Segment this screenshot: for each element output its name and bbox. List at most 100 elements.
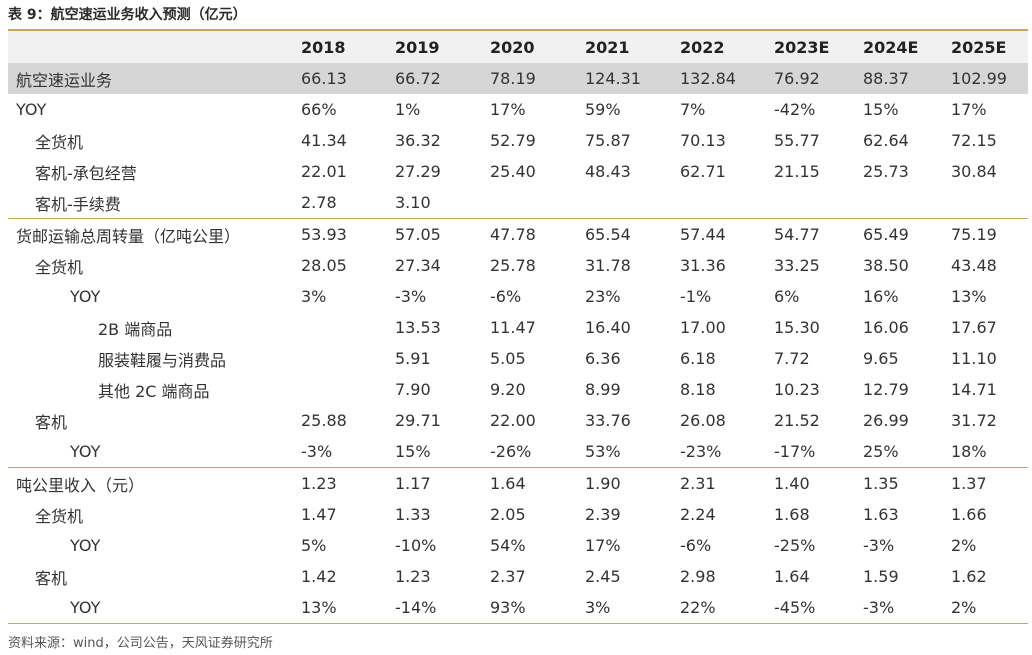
cell-value: 29.71 [395,411,441,430]
cell-value: 15.30 [774,318,820,337]
cell-value: 5.05 [490,349,526,368]
cell-value: 1.23 [395,567,431,586]
cell-value: 1.17 [378,467,473,499]
cell-value: 18% [951,442,987,461]
cell-value: 28.05 [301,256,347,275]
header-year: 2020 [473,30,568,63]
cell-value: -3% [863,536,895,555]
cell-value: 15% [395,442,431,461]
row-label: YOY [70,442,101,461]
table-row: YOY -3% 15% -26% 53% -23% -17% 25% 18% [8,436,1028,468]
header-year: 2021 [568,30,663,63]
cell-value: -17% [774,442,816,461]
cell-value [757,187,846,219]
cell-value: 11.10 [951,349,997,368]
cell-value: 2.98 [680,567,716,586]
row-label: 货邮运输总周转量（亿吨公里） [8,218,284,250]
cell-value: 2.24 [680,505,716,524]
table-row: YOY 5% -10% 54% 17% -6% -25% -3% 2% [8,530,1028,561]
cell-value: 93% [473,592,568,624]
cell-value: -3% [395,287,427,306]
cell-value: 25% [863,442,899,461]
cell-value: 16.40 [585,318,631,337]
row-label: 客机 [35,412,68,432]
cell-value: 47.78 [473,218,568,250]
cell-value: 15% [863,100,899,119]
cell-value: 9.65 [863,349,899,368]
cell-value: 53.93 [284,218,378,250]
cell-value: 3% [301,287,327,306]
cell-value: 1.42 [301,567,337,586]
cell-value: 33.25 [774,256,820,275]
cell-value: 1.68 [774,505,810,524]
row-label: YOY [70,287,101,306]
cell-value: 59% [585,100,621,119]
row-label: 其他 2C 端商品 [98,381,210,401]
table-row: 全货机 41.34 36.32 52.79 75.87 70.13 55.77 … [8,125,1028,156]
cell-value: 1.40 [757,467,846,499]
cell-value: 43.48 [951,256,997,275]
cell-value [934,187,1028,219]
cell-value: 54% [490,536,526,555]
cell-value: -3% [301,442,333,461]
header-year: 2022 [663,30,757,63]
cell-value: 1.90 [568,467,663,499]
cell-value: 13.53 [395,318,441,337]
row-label: 吨公里收入（元） [8,467,284,499]
table-row: 全货机 28.05 27.34 25.78 31.78 31.36 33.25 … [8,250,1028,281]
row-label: YOY [8,592,284,624]
cell-value: 53% [585,442,621,461]
cell-value: 2% [934,592,1028,624]
cell-value: 66.13 [284,63,378,94]
cell-value: -10% [395,536,437,555]
table-title: 表 9：航空速运业务收入预测（亿元） [8,7,247,23]
cell-value: 2.31 [663,467,757,499]
cell-value: 65.49 [846,218,934,250]
header-year: 2018 [284,30,378,63]
cell-value: 16.06 [863,318,909,337]
cell-value: 55.77 [774,131,820,150]
cell-value: 2.45 [585,567,621,586]
cell-value: 27.29 [395,162,441,181]
cell-value: -6% [490,287,522,306]
cell-value: 17.00 [680,318,726,337]
cell-value: 38.50 [863,256,909,275]
table-row: YOY 3% -3% -6% 23% -1% 6% 16% 13% [8,281,1028,312]
cell-value: 2.05 [490,505,526,524]
header-row: 2018 2019 2020 2021 2022 2023E 2024E 202… [8,30,1028,63]
table-row: 吨公里收入（元） 1.23 1.17 1.64 1.90 2.31 1.40 1… [8,467,1028,499]
cell-value: 1.33 [395,505,431,524]
table-row: 其他 2C 端商品 7.90 9.20 8.99 8.18 10.23 12.7… [8,374,1028,405]
cell-value: 30.84 [951,162,997,181]
cell-value: -45% [757,592,846,624]
cell-value: 1.63 [863,505,899,524]
cell-value: 66.72 [378,63,473,94]
cell-value [284,312,378,343]
cell-value: 102.99 [934,63,1028,94]
cell-value: 26.99 [863,411,909,430]
row-label: 客机 [35,568,68,588]
cell-value: 48.43 [585,162,631,181]
cell-value: 1.35 [846,467,934,499]
header-year: 2025E [934,30,1028,63]
cell-value: -25% [774,536,816,555]
cell-value: -42% [774,100,816,119]
row-label: YOY [16,100,47,119]
cell-value: 25.40 [490,162,536,181]
cell-value: 62.64 [863,131,909,150]
cell-value: 70.13 [680,131,726,150]
cell-value: 12.79 [863,380,909,399]
cell-value: 75.19 [934,218,1028,250]
cell-value: 3% [568,592,663,624]
cell-value: 57.44 [663,218,757,250]
source-note: 资料来源：wind，公司公告，天风证券研究所 [8,636,273,651]
cell-value: 16% [863,287,899,306]
table-row: 2B 端商品 13.53 11.47 16.40 17.00 15.30 16.… [8,312,1028,343]
forecast-table: 2018 2019 2020 2021 2022 2023E 2024E 202… [8,29,1028,624]
cell-value: 1.64 [473,467,568,499]
cell-value [846,187,934,219]
cell-value: 5% [301,536,327,555]
cell-value [663,187,757,219]
table-row: 客机 1.42 1.23 2.37 2.45 2.98 1.64 1.59 1.… [8,561,1028,592]
cell-value: 25.88 [301,411,347,430]
